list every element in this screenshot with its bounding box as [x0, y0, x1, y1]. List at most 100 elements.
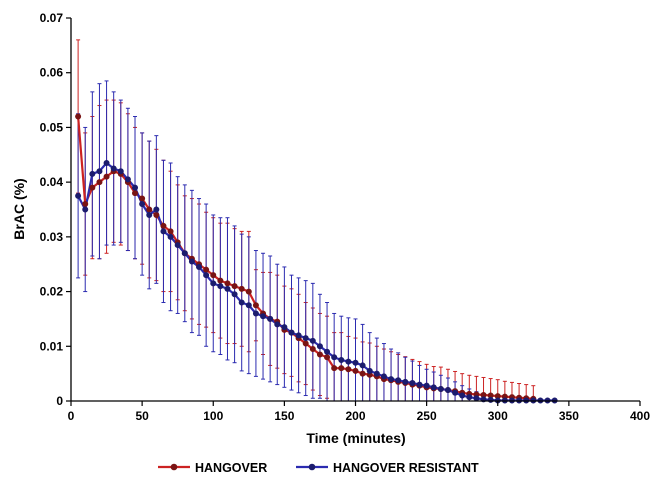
data-point-hangover-resistant — [167, 233, 174, 240]
data-point-hangover — [352, 367, 359, 374]
data-point-hangover-resistant — [459, 392, 466, 399]
data-point-hangover — [146, 206, 153, 213]
legend: HANGOVER HANGOVER RESISTANT — [158, 461, 479, 475]
y-tick-label: 0.03 — [40, 230, 64, 244]
legend-marker-hangover — [170, 463, 178, 471]
data-point-hangover-resistant — [402, 378, 409, 385]
data-point-hangover-resistant — [409, 379, 416, 386]
x-tick-label: 150 — [274, 409, 294, 423]
data-point-hangover-resistant — [437, 385, 444, 392]
data-point-hangover-resistant — [196, 263, 203, 270]
data-point-hangover — [302, 340, 309, 347]
data-point-hangover-resistant — [316, 343, 323, 350]
data-point-hangover-resistant — [309, 337, 316, 344]
data-point-hangover-resistant — [117, 168, 124, 175]
data-point-hangover-resistant — [452, 389, 459, 396]
data-point-hangover-resistant — [395, 377, 402, 384]
data-point-hangover-resistant — [245, 302, 252, 309]
data-point-hangover — [238, 285, 245, 292]
data-point-hangover-resistant — [203, 272, 210, 279]
data-point-hangover — [203, 266, 210, 273]
data-point-hangover-resistant — [110, 165, 117, 172]
data-point-hangover — [217, 277, 224, 284]
data-point-hangover — [167, 228, 174, 235]
data-point-hangover-resistant — [295, 332, 302, 339]
data-point-hangover-resistant — [302, 335, 309, 342]
axes — [66, 17, 641, 406]
data-point-hangover-resistant — [82, 206, 89, 213]
data-point-hangover-resistant — [324, 348, 331, 355]
data-point-hangover-resistant — [260, 313, 267, 320]
y-tick-label: 0 — [56, 394, 63, 408]
y-axis-title: BrAC (%) — [11, 178, 27, 239]
data-point-hangover — [224, 280, 231, 287]
error-bars — [76, 39, 557, 402]
data-point-hangover — [210, 272, 217, 279]
data-point-hangover-resistant — [281, 324, 288, 331]
x-tick-label: 0 — [68, 409, 75, 423]
x-tick-label: 400 — [630, 409, 650, 423]
data-point-hangover-resistant — [288, 329, 295, 336]
x-tick-label: 250 — [417, 409, 437, 423]
data-point-hangover — [153, 211, 160, 218]
data-point-hangover-resistant — [217, 283, 224, 290]
data-point-hangover — [345, 366, 352, 373]
data-point-hangover — [331, 365, 338, 372]
data-point-hangover-resistant — [224, 285, 231, 292]
data-point-hangover — [139, 195, 146, 202]
x-tick-label: 50 — [135, 409, 149, 423]
data-point-hangover-resistant — [380, 373, 387, 380]
data-point-hangover-resistant — [153, 206, 160, 213]
data-point-hangover-resistant — [174, 242, 181, 249]
data-point-hangover-resistant — [345, 358, 352, 365]
x-tick-label: 300 — [488, 409, 508, 423]
data-point-hangover — [89, 184, 96, 191]
data-point-hangover-resistant — [430, 384, 437, 391]
data-point-hangover-resistant — [146, 211, 153, 218]
data-point-hangover-resistant — [139, 201, 146, 208]
data-point-hangover-resistant — [473, 395, 480, 402]
data-point-hangover-resistant — [338, 356, 345, 363]
data-point-hangover-resistant — [188, 258, 195, 265]
data-point-hangover-resistant — [359, 362, 366, 369]
data-markers — [75, 113, 558, 404]
data-point-hangover-resistant — [366, 367, 373, 374]
data-point-hangover-resistant — [444, 387, 451, 394]
data-point-hangover-resistant — [267, 315, 274, 322]
tick-labels: 0 50 100 150 200 250 300 350 400 0 0.01 0.02 0.03 0.0… — [40, 11, 651, 423]
data-point-hangover — [82, 201, 89, 208]
data-point-hangover-resistant — [96, 168, 103, 175]
data-point-hangover — [160, 222, 167, 229]
data-point-hangover — [324, 354, 331, 361]
data-point-hangover-resistant — [252, 310, 259, 317]
legend-marker-hangover-resistant — [308, 463, 316, 471]
data-point-hangover — [252, 302, 259, 309]
x-tick-label: 350 — [559, 409, 579, 423]
data-point-hangover-resistant — [238, 299, 245, 306]
data-point-hangover-resistant — [487, 396, 494, 403]
legend-label-hangover: HANGOVER — [195, 461, 267, 475]
data-point-hangover-resistant — [160, 228, 167, 235]
data-point-hangover-resistant — [124, 176, 131, 183]
data-point-hangover-resistant — [75, 192, 82, 199]
y-tick-label: 0.05 — [40, 120, 64, 134]
y-tick-label: 0.04 — [40, 175, 64, 189]
data-point-hangover-resistant — [103, 159, 110, 166]
data-point-hangover — [96, 179, 103, 186]
x-axis-title: Time (minutes) — [306, 430, 405, 446]
data-point-hangover-resistant — [416, 381, 423, 388]
y-tick-label: 0.02 — [40, 285, 64, 299]
data-point-hangover-resistant — [466, 394, 473, 401]
data-point-hangover-resistant — [423, 382, 430, 389]
data-point-hangover-resistant — [388, 376, 395, 383]
data-point-hangover-resistant — [231, 291, 238, 298]
data-point-hangover-resistant — [181, 250, 188, 257]
y-tick-label: 0.01 — [40, 339, 64, 353]
data-point-hangover-resistant — [132, 184, 139, 191]
y-tick-label: 0.06 — [40, 66, 64, 80]
data-point-hangover-resistant — [89, 170, 96, 177]
data-point-hangover — [316, 351, 323, 358]
data-point-hangover — [338, 365, 345, 372]
data-point-hangover — [245, 288, 252, 295]
